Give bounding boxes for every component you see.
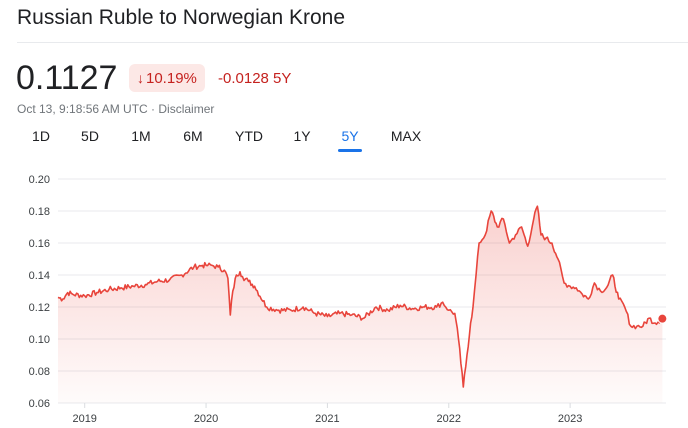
y-tick-label: 0.12 [29, 302, 50, 314]
tab-max[interactable]: MAX [390, 128, 422, 144]
y-axis-labels: 0.20 0.18 0.16 0.14 0.12 0.10 0.08 0.06 [29, 174, 50, 410]
x-tick-label: 2021 [315, 413, 339, 425]
y-tick-label: 0.08 [29, 366, 50, 378]
page-title: Russian Ruble to Norwegian Krone [17, 6, 346, 29]
percent-change-value: 10.19% [146, 69, 197, 87]
tab-5y[interactable]: 5Y [341, 128, 359, 144]
tab-ytd[interactable]: YTD [235, 128, 263, 144]
x-tick-label: 2020 [194, 413, 218, 425]
down-arrow-icon: ↓ [137, 70, 144, 86]
tab-6m[interactable]: 6M [183, 128, 203, 144]
y-tick-label: 0.06 [29, 398, 50, 410]
tab-1y[interactable]: 1Y [293, 128, 311, 144]
percent-change-badge: ↓ 10.19% [129, 64, 205, 92]
y-tick-label: 0.10 [29, 334, 50, 346]
quote-timestamp: Oct 13, 9:18:56 AM UTC · Disclaimer [17, 102, 215, 116]
title-divider [17, 42, 688, 43]
absolute-change: -0.0128 5Y [218, 70, 292, 87]
series-area-fill [58, 206, 663, 403]
y-tick-label: 0.20 [29, 174, 50, 186]
y-tick-label: 0.18 [29, 206, 50, 218]
x-tick-label: 2023 [558, 413, 582, 425]
series-line [57, 205, 664, 388]
x-tick-label: 2022 [437, 413, 461, 425]
current-price: 0.1127 [16, 59, 118, 97]
y-tick-label: 0.14 [29, 270, 50, 282]
x-tick-label: 2019 [72, 413, 96, 425]
tab-5d[interactable]: 5D [81, 128, 99, 144]
current-point-marker [657, 313, 668, 324]
tab-1d[interactable]: 1D [32, 128, 50, 144]
tab-1m[interactable]: 1M [131, 128, 151, 144]
price-chart[interactable]: 0.20 0.18 0.16 0.14 0.12 0.10 0.08 0.06 2019 202… [0, 160, 688, 428]
x-axis-labels: 2019 2020 2021 2022 2023 [72, 403, 582, 425]
y-tick-label: 0.16 [29, 238, 50, 250]
active-tab-indicator [338, 149, 362, 152]
